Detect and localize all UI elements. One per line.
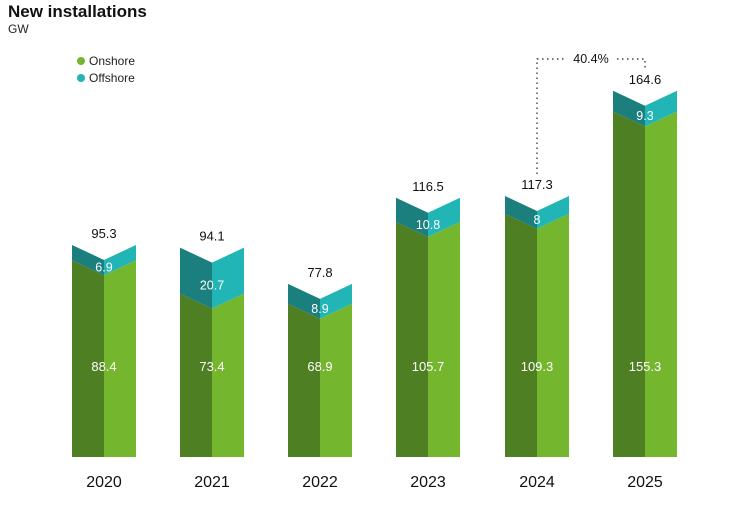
bar-2020-onshore-right [104, 260, 136, 457]
bar-2025-onshore-label: 155.3 [629, 359, 662, 374]
bar-2022-onshore-left [288, 303, 320, 457]
bar-2021-onshore-right [212, 293, 244, 457]
bar-2023-offshore-label: 10.8 [416, 218, 440, 232]
legend-dot-offshore-icon [77, 74, 85, 82]
bar-2024-category-label: 2024 [519, 474, 555, 491]
growth-label-bg [567, 50, 615, 67]
bar-2022-total-label: 77.8 [307, 265, 332, 280]
bar-2025-offshore-label: 9.3 [636, 109, 653, 123]
legend-dot-onshore-icon [77, 57, 85, 65]
bar-2024-offshore-right [537, 196, 569, 229]
bar-2023-category-label: 2023 [410, 474, 446, 491]
bar-2022-onshore-right [320, 303, 352, 457]
bar-2020-offshore-label: 6.9 [95, 261, 112, 275]
bar-2022-offshore-right [320, 283, 352, 319]
bar-2021-total-label: 94.1 [199, 229, 224, 244]
legend-item-onshore: Onshore [77, 54, 135, 68]
chart-title: New installations [8, 2, 147, 21]
bar-2020-offshore-left [72, 244, 104, 276]
bar-2021-onshore-label: 73.4 [199, 359, 224, 374]
bar-2023-onshore-right [428, 221, 460, 457]
bar-2021-offshore-right [212, 247, 244, 309]
bar-2020-onshore-left [72, 260, 104, 457]
bar-2023-offshore-right [428, 197, 460, 237]
bar-2023-onshore-left [396, 221, 428, 457]
bar-2024-onshore-right [537, 213, 569, 457]
bar-2025-offshore-left [613, 90, 645, 127]
bar-2024-onshore-label: 109.3 [521, 359, 554, 374]
bar-2022-offshore-left [288, 283, 320, 319]
bar-2021-offshore-left [180, 247, 212, 309]
bar-2021-offshore-label: 20.7 [200, 279, 224, 293]
bar-2024-offshore-left [505, 196, 537, 229]
bar-2025-offshore-right [645, 90, 677, 127]
bar-2025-category-label: 2025 [627, 474, 663, 491]
bar-2020-category-label: 2020 [86, 474, 122, 491]
bar-2023-onshore-label: 105.7 [412, 359, 445, 374]
bar-2021-onshore-left [180, 293, 212, 457]
legend-item-offshore: Offshore [77, 71, 135, 85]
bar-2024-onshore-left [505, 213, 537, 457]
growth-label: 40.4% [573, 52, 608, 66]
bar-2025-onshore-left [613, 111, 645, 458]
bar-2021-category-label: 2021 [194, 474, 230, 491]
bar-2022-offshore-label: 8.9 [311, 302, 328, 316]
bar-2020-onshore-label: 88.4 [91, 359, 116, 374]
bar-2020-offshore-right [104, 244, 136, 276]
bar-2025-onshore-right [645, 111, 677, 458]
bar-2022-category-label: 2022 [302, 474, 338, 491]
bar-2025-total-label: 164.6 [629, 72, 662, 87]
unit-label: GW [8, 22, 29, 36]
bar-2024-offshore-label: 8 [534, 213, 541, 227]
bar-2023-offshore-left [396, 197, 428, 237]
bar-2022-onshore-label: 68.9 [307, 359, 332, 374]
bar-2024-total-label: 117.3 [521, 177, 553, 192]
bar-2020-total-label: 95.3 [91, 226, 116, 241]
legend-label-offshore: Offshore [89, 71, 135, 85]
legend-label-onshore: Onshore [89, 54, 136, 68]
bar-2023-total-label: 116.5 [412, 179, 444, 194]
